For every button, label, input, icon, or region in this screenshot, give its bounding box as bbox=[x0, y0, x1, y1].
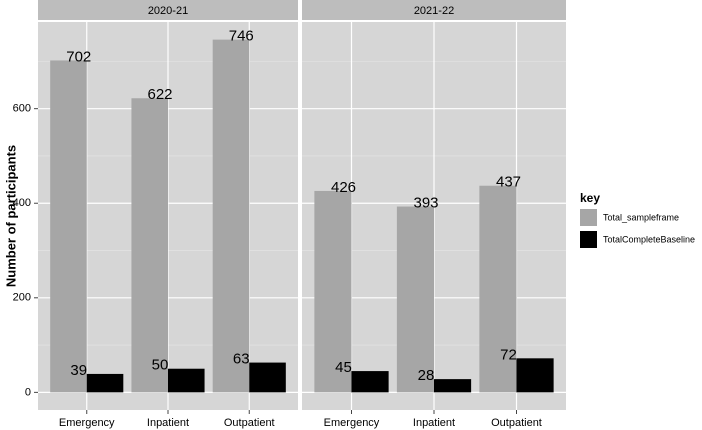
bar bbox=[249, 362, 286, 393]
value-label: 437 bbox=[496, 174, 521, 191]
value-label: 63 bbox=[233, 351, 250, 368]
bar bbox=[212, 39, 250, 393]
facet-label: 2021-22 bbox=[414, 5, 454, 17]
bar bbox=[516, 358, 554, 393]
y-tick-label: 400 bbox=[13, 197, 31, 209]
x-tick-label: Inpatient bbox=[147, 417, 189, 429]
legend-label: Total_sampleframe bbox=[603, 212, 679, 222]
facet-label: 2020-21 bbox=[148, 5, 188, 17]
bar bbox=[434, 379, 472, 393]
bar bbox=[168, 368, 205, 393]
x-tick-label: Inpatient bbox=[413, 417, 455, 429]
facet-strip bbox=[302, 0, 566, 20]
legend-key bbox=[580, 231, 597, 248]
legend-label: TotalCompleteBaseline bbox=[603, 234, 695, 244]
value-label: 622 bbox=[147, 86, 172, 103]
value-label: 39 bbox=[70, 362, 87, 379]
bar bbox=[314, 190, 352, 393]
x-tick-label: Outpatient bbox=[491, 417, 542, 429]
value-label: 702 bbox=[66, 48, 91, 65]
legend-key bbox=[580, 209, 597, 226]
value-label: 426 bbox=[331, 179, 356, 196]
value-label: 746 bbox=[229, 28, 254, 45]
value-label: 72 bbox=[500, 346, 517, 363]
legend-title: key bbox=[580, 191, 600, 205]
value-label: 50 bbox=[152, 357, 169, 374]
x-tick-label: Emergency bbox=[324, 417, 380, 429]
y-tick-label: 600 bbox=[13, 103, 31, 115]
bar bbox=[50, 60, 87, 393]
bar bbox=[86, 373, 124, 393]
bar bbox=[396, 206, 434, 393]
x-tick-label: Outpatient bbox=[224, 417, 275, 429]
y-tick-label: 200 bbox=[13, 292, 31, 304]
value-label: 45 bbox=[335, 359, 352, 376]
facet-strip bbox=[38, 0, 298, 20]
y-tick-label: 0 bbox=[25, 386, 31, 398]
bar bbox=[479, 185, 517, 393]
bar bbox=[351, 371, 389, 393]
value-label: 28 bbox=[418, 367, 435, 384]
y-axis-label: Number of participants bbox=[3, 145, 18, 287]
x-tick-label: Emergency bbox=[59, 417, 115, 429]
bar bbox=[131, 98, 168, 393]
value-label: 393 bbox=[413, 195, 438, 212]
